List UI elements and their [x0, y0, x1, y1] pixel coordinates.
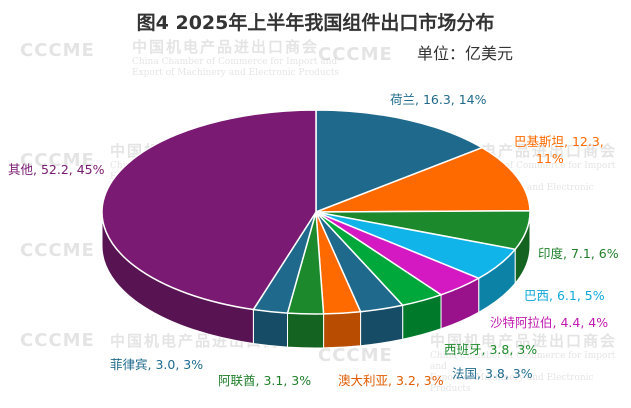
pie-slice-1	[315, 146, 531, 213]
data-label-5: 西班牙, 3.8, 3%	[444, 342, 537, 357]
pie-top	[101, 109, 531, 315]
unit-label: 单位：亿美元	[416, 44, 513, 63]
pie-side-7	[323, 311, 362, 349]
data-label-10: 其他, 52.2, 45%	[8, 162, 105, 177]
pie-slice-0	[315, 109, 484, 214]
data-label-0: 荷兰, 16.3, 14%	[390, 92, 487, 107]
pie-side-9	[252, 308, 289, 348]
data-label-8: 阿联酋, 3.1, 3%	[218, 373, 311, 388]
data-label-9: 菲律宾, 3.0, 3%	[110, 357, 203, 372]
data-label-4: 沙特阿拉伯, 4.4, 4%	[490, 315, 608, 330]
chart-title: 图4 2025年上半年我国组件出口市场分布	[136, 12, 495, 34]
data-label-6: 法国, 3.8, 3%	[452, 366, 533, 381]
data-label-7: 澳大利亚, 3.2, 3%	[338, 373, 444, 388]
data-label-3: 巴西, 6.1, 5%	[524, 288, 605, 303]
data-label-1: 巴基斯坦, 12.3, 11%	[514, 134, 604, 166]
pie-side-8	[287, 312, 325, 349]
pie-slice-10	[101, 109, 317, 311]
pie-labels: 荷兰, 16.3, 14% 巴基斯坦, 12.3, 11% 印度, 7.1, 6% 巴西…	[8, 92, 619, 388]
data-label-2: 印度, 7.1, 6%	[538, 246, 619, 261]
